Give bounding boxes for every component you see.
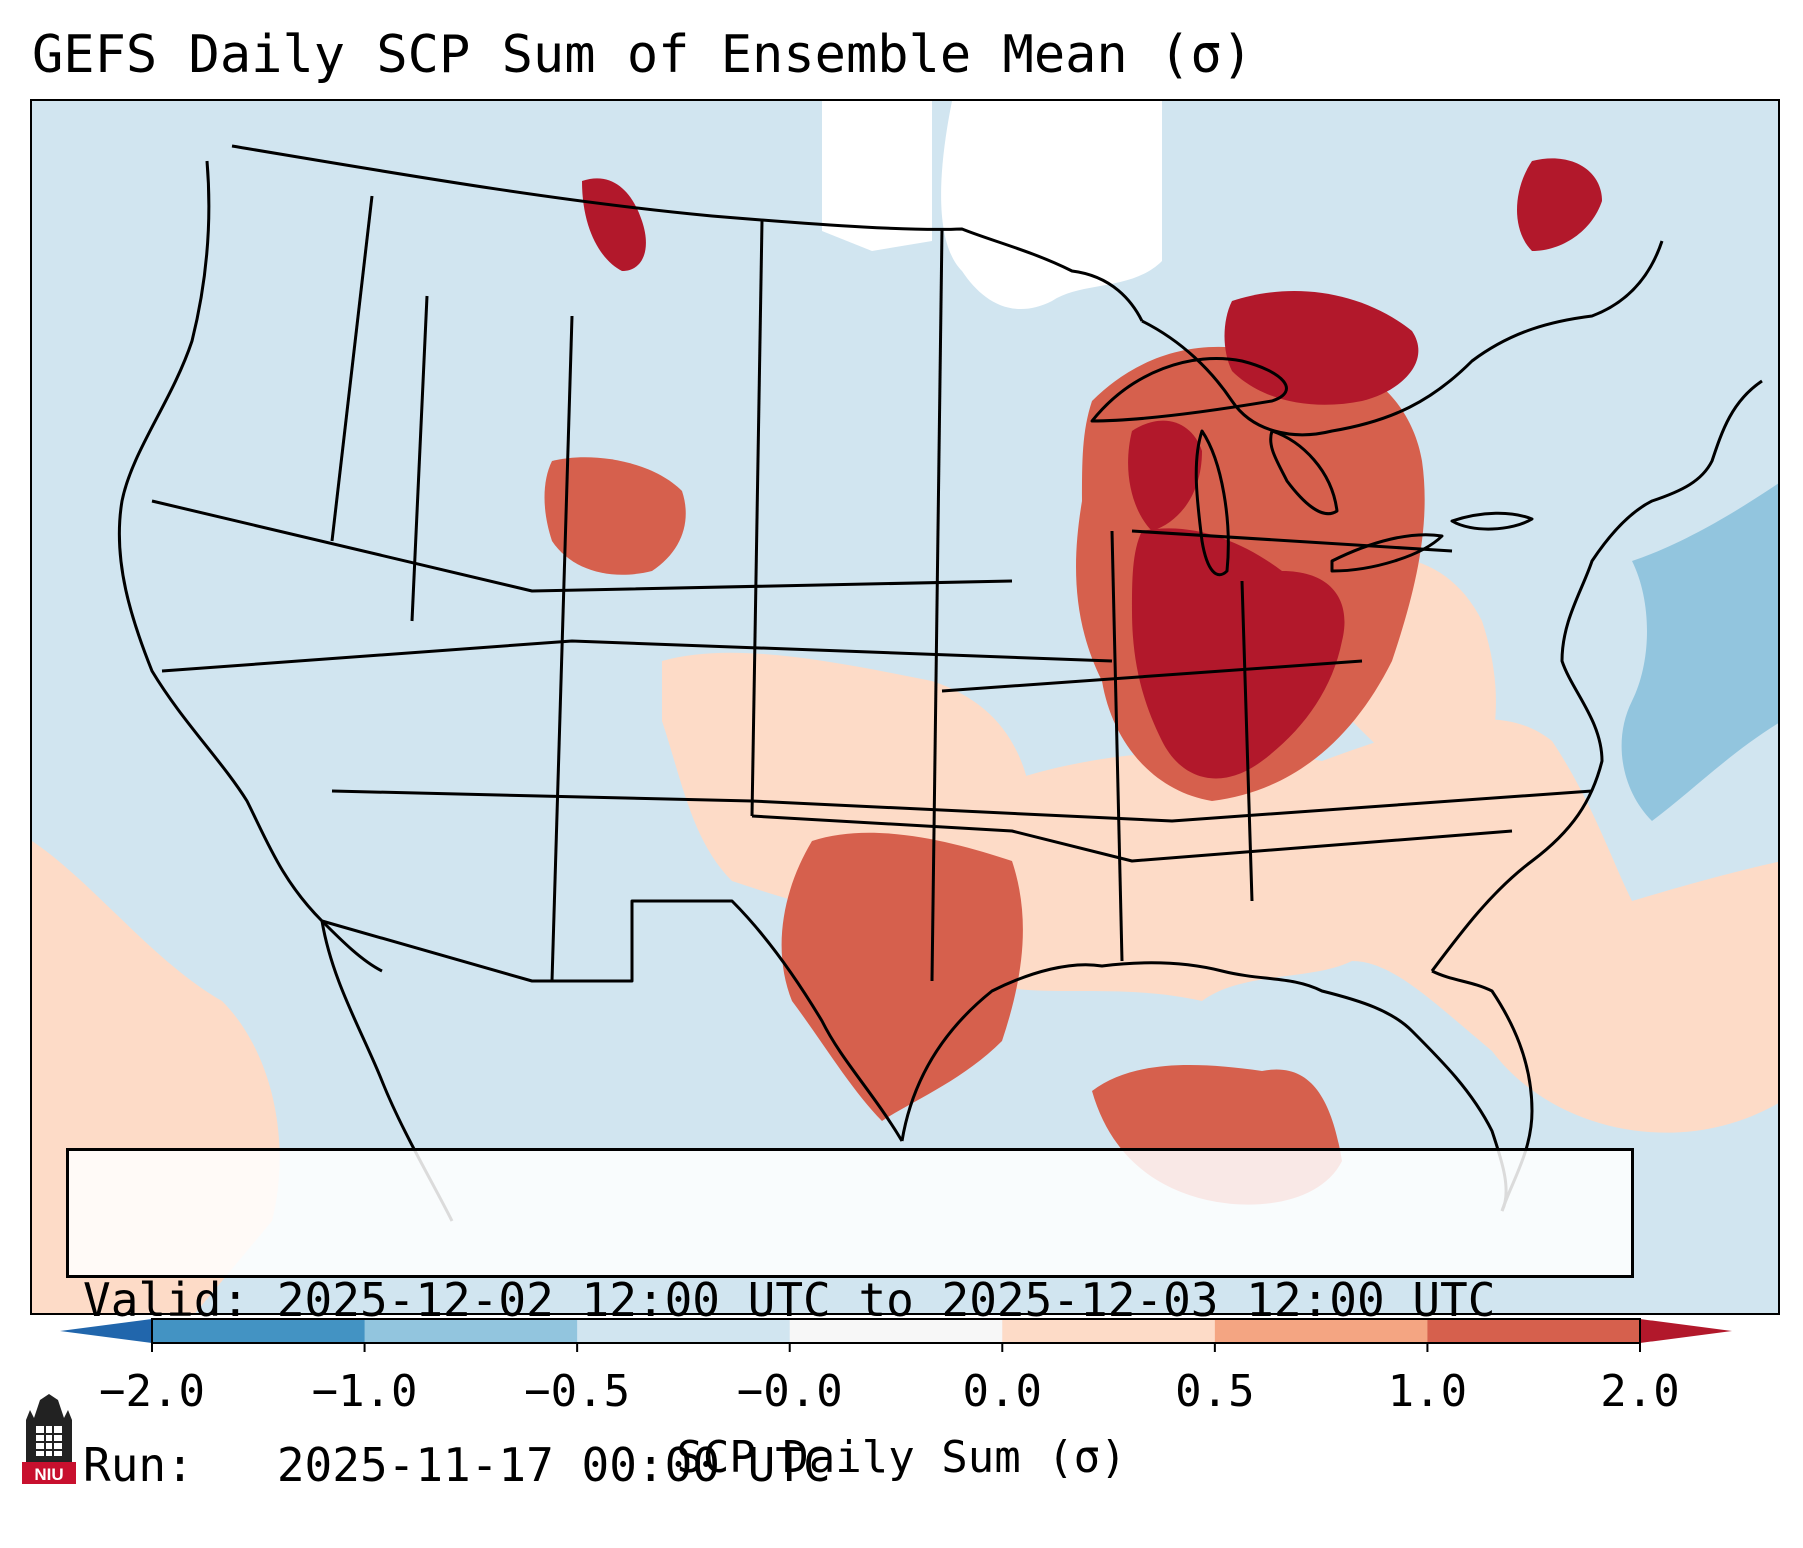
- shade-southeast: [982, 719, 1778, 1133]
- shade-wyoming: [544, 457, 686, 575]
- shade-southern-ontario: [1224, 291, 1419, 405]
- shade-canada-white: [941, 101, 1162, 310]
- colorbar-tick-label: −2.0: [99, 1366, 205, 1417]
- chart-title: GEFS Daily SCP Sum of Ensemble Mean (σ): [32, 25, 1253, 85]
- shade-central-texas: [781, 832, 1023, 1121]
- shade-ohio-valley: [1132, 528, 1345, 779]
- colorbar-tick-label: −1.0: [311, 1366, 418, 1417]
- state-line-east-west-6: [1131, 529, 1453, 553]
- state-line-north-south-1: [330, 195, 374, 542]
- logo-text: NIU: [34, 1465, 63, 1484]
- state-line-north-south-6: [1110, 530, 1124, 962]
- map-panel: [30, 99, 1780, 1315]
- gulf-coastline: [900, 961, 1508, 1212]
- colorbar-label: SCP Daily Sum (σ): [676, 1432, 1127, 1483]
- colorbar: [60, 1318, 1732, 1352]
- niu-logo: NIU: [22, 1394, 76, 1484]
- lake-ontario: [1450, 511, 1534, 531]
- colorbar-tick-label: −0.5: [524, 1366, 631, 1417]
- pacific-coastline: [117, 160, 383, 973]
- colorbar-tick-label: −0.0: [736, 1366, 843, 1417]
- colorbar-bins: [152, 1319, 1641, 1343]
- atlantic-coastline: [1430, 379, 1763, 972]
- shade-quebec: [1517, 158, 1602, 251]
- shade-michigan: [1128, 420, 1202, 531]
- valid-run-info-box: Valid: 2025-12-02 12:00 UTC to 2025-12-0…: [66, 1148, 1634, 1492]
- state-line-north-south-2: [410, 295, 429, 622]
- shade-canada-white-2: [822, 101, 932, 251]
- colorbar-extend-over: [1640, 1319, 1732, 1343]
- colorbar-tick-label: 0.5: [1175, 1366, 1255, 1417]
- colorbar-outline: [151, 1318, 1641, 1344]
- colorbar-bin: [789, 1319, 1003, 1343]
- state-line-north-south-4: [750, 220, 764, 817]
- map-svg: [32, 101, 1778, 1313]
- lake-huron: [1269, 429, 1339, 516]
- colorbar-tick-label: 1.0: [1387, 1366, 1468, 1417]
- colorbar-ticks: [151, 1343, 1641, 1352]
- logo-red-band: [22, 1462, 76, 1484]
- state-line-north-south-7: [1240, 580, 1254, 902]
- state-line-east-west-3: [331, 789, 1593, 823]
- colorbar-bin: [1002, 1319, 1216, 1343]
- us-mexico-border: [321, 899, 904, 1142]
- run-time-text: Run: 2025-11-17 00:00 UTC: [83, 1438, 831, 1492]
- colorbar-bin: [1214, 1319, 1428, 1343]
- state-line-east-west-4: [751, 814, 1513, 863]
- great-lakes-border: [1141, 240, 1664, 437]
- logo-window-grid: [36, 1426, 62, 1456]
- lake-michigan: [1194, 429, 1230, 577]
- state-line-east-west-5: [941, 659, 1363, 693]
- colorbar-tick-label: 2.0: [1600, 1366, 1680, 1417]
- shade-western-atlantic: [1621, 483, 1778, 821]
- lake-erie: [1330, 533, 1444, 573]
- scp-shading-layer: [32, 101, 1778, 1313]
- colorbar-bin: [577, 1319, 791, 1343]
- us-canada-border: [231, 144, 1144, 322]
- state-line-east-west-1: [151, 499, 1013, 593]
- state-line-east-west-2: [161, 639, 1113, 673]
- state-line-north-south-5: [930, 228, 944, 982]
- lake-superior: [1090, 357, 1288, 423]
- colorbar-tick-label: 0.0: [962, 1366, 1043, 1417]
- colorbar-bin: [364, 1319, 578, 1343]
- state-line-north-south-3: [550, 315, 574, 982]
- colorbar-bin: [152, 1319, 366, 1343]
- shade-montana-border: [582, 178, 646, 271]
- colorbar-bin: [1427, 1319, 1641, 1343]
- basemap-borders: [117, 144, 1763, 1222]
- colorbar-extend-under: [60, 1319, 152, 1343]
